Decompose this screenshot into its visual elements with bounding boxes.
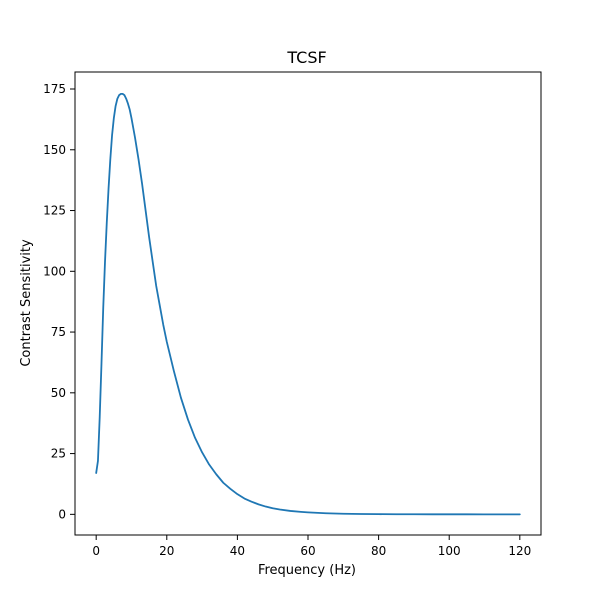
x-tick-label: 120 (508, 544, 531, 558)
x-tick-label: 40 (230, 544, 245, 558)
y-tick-label: 175 (43, 82, 66, 96)
x-tick-label: 60 (300, 544, 315, 558)
series-layer (96, 94, 520, 515)
y-tick-label: 25 (51, 447, 66, 461)
x-tick-label: 20 (159, 544, 174, 558)
y-tick-label: 50 (51, 386, 66, 400)
plot-area (75, 72, 541, 535)
tcsf-series-line (96, 94, 520, 514)
x-tick-label: 80 (371, 544, 386, 558)
x-tick-label: 0 (92, 544, 100, 558)
y-axis-label: Contrast Sensitivity (19, 239, 34, 367)
y-tick-label: 75 (51, 325, 66, 339)
y-tick-label: 125 (43, 204, 66, 218)
y-tick-label: 150 (43, 143, 66, 157)
plot-frame (75, 72, 541, 535)
x-tick-label: 100 (438, 544, 461, 558)
x-axis-label: Frequency (Hz) (258, 563, 356, 578)
chart-title: TCSF (286, 48, 326, 67)
x-axis: 0 20 40 60 80 100 120 (92, 535, 531, 558)
y-axis: 0 25 50 75 100 125 150 175 (43, 82, 75, 521)
y-tick-label: 100 (43, 264, 66, 278)
y-tick-label: 0 (58, 507, 66, 521)
